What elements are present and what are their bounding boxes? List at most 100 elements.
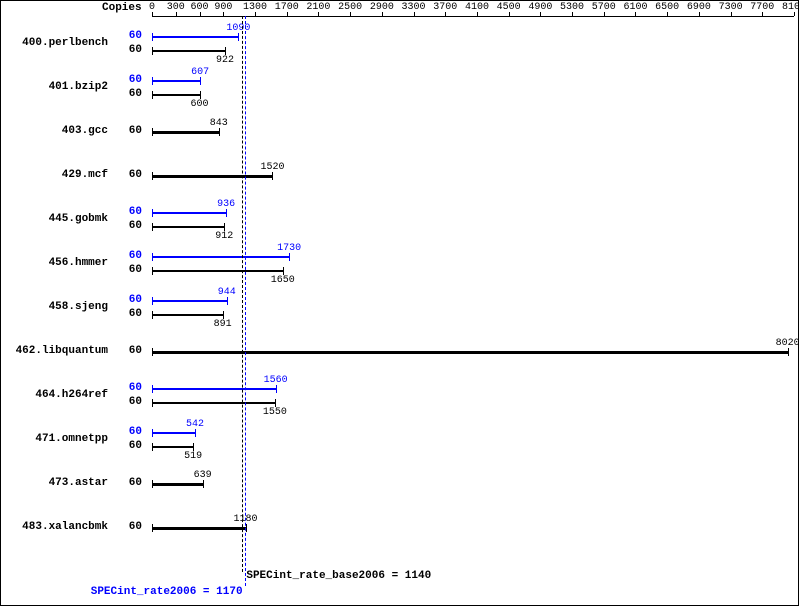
bar-start-tick <box>152 348 153 356</box>
benchmark-label: 400.perlbench <box>0 37 108 49</box>
bar <box>152 36 238 38</box>
bar <box>152 175 272 178</box>
bar-value: 1730 <box>277 243 301 254</box>
x-tick-label: 0 <box>149 2 155 13</box>
bar <box>152 94 200 96</box>
bar-value: 1090 <box>226 23 250 34</box>
x-tick-label: 2100 <box>306 2 330 13</box>
copies-header: Copies <box>102 2 142 14</box>
x-tick-label: 6500 <box>655 2 679 13</box>
x-tick-label: 4500 <box>497 2 521 13</box>
bar-value: 600 <box>191 99 209 110</box>
bar-value: 1560 <box>264 375 288 386</box>
bar-value: 944 <box>218 287 236 298</box>
bar-start-tick <box>152 311 153 319</box>
bar-start-tick <box>152 429 153 437</box>
benchmark-label: 445.gobmk <box>0 213 108 225</box>
bar-start-tick <box>152 77 153 85</box>
copies-label: 60 <box>112 264 142 276</box>
bar <box>152 256 289 258</box>
bar <box>152 388 276 390</box>
copies-label: 60 <box>112 440 142 452</box>
copies-label: 60 <box>112 426 142 438</box>
benchmark-label: 456.hmmer <box>0 257 108 269</box>
bar <box>152 226 224 228</box>
copies-label: 60 <box>112 382 142 394</box>
x-tick-label: 6100 <box>623 2 647 13</box>
x-tick-label: 300 <box>167 2 185 13</box>
benchmark-label: 473.astar <box>0 477 108 489</box>
x-tick-label: 3700 <box>433 2 457 13</box>
benchmark-label: 483.xalancbmk <box>0 521 108 533</box>
copies-label: 60 <box>112 220 142 232</box>
x-tick-label: 900 <box>214 2 232 13</box>
copies-label: 60 <box>112 345 142 357</box>
bar-start-tick <box>152 128 153 136</box>
bar <box>152 483 203 486</box>
bar-end-tick <box>219 128 220 136</box>
bar-value: 891 <box>214 319 232 330</box>
bar-value: 936 <box>217 199 235 210</box>
x-tick-label: 5700 <box>592 2 616 13</box>
x-tick-label: 2900 <box>370 2 394 13</box>
bar <box>152 270 283 272</box>
bar-value: 1650 <box>271 275 295 286</box>
x-tick-label: 1700 <box>275 2 299 13</box>
bar <box>152 212 226 214</box>
bar-end-tick <box>227 297 228 305</box>
bar <box>152 402 275 404</box>
bar <box>152 80 200 82</box>
benchmark-label: 464.h264ref <box>0 389 108 401</box>
bar-value: 542 <box>186 419 204 430</box>
bar-end-tick <box>275 399 276 407</box>
bar-end-tick <box>223 311 224 319</box>
x-tick-label: 1300 <box>243 2 267 13</box>
copies-label: 60 <box>112 74 142 86</box>
bar-end-tick <box>276 385 277 393</box>
bar-end-tick <box>289 253 290 261</box>
copies-label: 60 <box>112 88 142 100</box>
bar-end-tick <box>195 429 196 437</box>
benchmark-label: 401.bzip2 <box>0 81 108 93</box>
benchmark-label: 403.gcc <box>0 125 108 137</box>
copies-label: 60 <box>112 521 142 533</box>
bar-end-tick <box>272 172 273 180</box>
bar-value: 607 <box>191 67 209 78</box>
bar <box>152 446 193 448</box>
bar-end-tick <box>283 267 284 275</box>
bar-value: 922 <box>216 55 234 66</box>
bar-end-tick <box>224 223 225 231</box>
copies-label: 60 <box>112 308 142 320</box>
copies-label: 60 <box>112 250 142 262</box>
x-tick-label: 600 <box>191 2 209 13</box>
bar <box>152 351 788 354</box>
bar-start-tick <box>152 253 153 261</box>
bar-start-tick <box>152 47 153 55</box>
bar-end-tick <box>226 209 227 217</box>
bar-start-tick <box>152 172 153 180</box>
benchmark-label: 429.mcf <box>0 169 108 181</box>
bar-value: 8020 <box>776 338 799 349</box>
bar-start-tick <box>152 443 153 451</box>
bar-end-tick <box>193 443 194 451</box>
benchmark-label: 471.omnetpp <box>0 433 108 445</box>
copies-label: 60 <box>112 206 142 218</box>
bar-value: 1520 <box>260 162 284 173</box>
copies-label: 60 <box>112 396 142 408</box>
summary-peak: SPECint_rate2006 = 1170 <box>91 586 243 598</box>
bar-start-tick <box>152 209 153 217</box>
copies-label: 60 <box>112 294 142 306</box>
aggregate-peak-line <box>245 16 247 586</box>
bar-start-tick <box>152 267 153 275</box>
copies-label: 60 <box>112 125 142 137</box>
bar-end-tick <box>203 480 204 488</box>
x-tick-label: 7700 <box>750 2 774 13</box>
bar-end-tick <box>238 33 239 41</box>
bar-value: 639 <box>194 470 212 481</box>
bar-start-tick <box>152 297 153 305</box>
bar-end-tick <box>200 91 201 99</box>
copies-label: 60 <box>112 477 142 489</box>
copies-label: 60 <box>112 169 142 181</box>
x-tick-label: 5300 <box>560 2 584 13</box>
bar-start-tick <box>152 524 153 532</box>
